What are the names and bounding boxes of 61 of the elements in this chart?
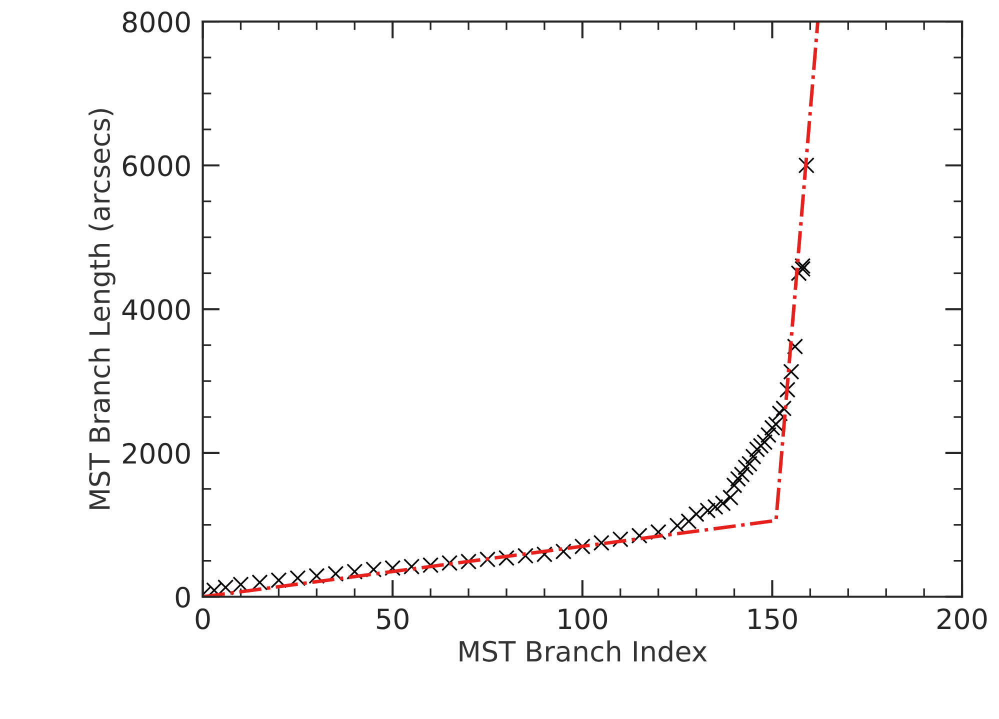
point: [498, 550, 515, 566]
point: [756, 434, 773, 450]
point: [479, 551, 496, 568]
point: [536, 546, 553, 562]
x-tick-label: 0: [196, 608, 210, 630]
y-tick-label: 0: [176, 586, 190, 608]
point: [783, 364, 800, 380]
x-tick-label: 200: [938, 608, 987, 630]
point: [669, 517, 686, 534]
point: [786, 338, 804, 355]
point: [748, 441, 766, 458]
y-tick-label: 2000: [123, 442, 190, 464]
point: [752, 438, 769, 454]
point: [730, 470, 746, 487]
y-tick-label: 8000: [122, 12, 190, 33]
point: [252, 574, 268, 591]
point: [631, 528, 648, 544]
point: [790, 265, 807, 282]
point: [775, 400, 792, 417]
point: [612, 531, 628, 548]
point: [745, 448, 762, 465]
point: [722, 489, 739, 506]
point: [700, 502, 716, 519]
point: [384, 560, 401, 576]
point: [688, 506, 704, 522]
point: [328, 566, 344, 582]
point: [346, 563, 363, 580]
y-tick-label: 4000: [122, 299, 190, 320]
x-axis-title: MST Branch Index: [460, 640, 707, 662]
point: [794, 258, 811, 274]
point: [741, 456, 758, 472]
point: [366, 561, 382, 578]
point: [798, 157, 815, 174]
point: [779, 382, 796, 398]
point: [460, 553, 477, 570]
point: [403, 558, 420, 575]
point: [714, 495, 731, 512]
point: [422, 557, 439, 574]
point: [680, 513, 697, 530]
x-tick-label: 150: [748, 608, 797, 630]
point: [794, 260, 811, 278]
x-tick-label: 50: [377, 608, 408, 630]
y-tick-label: 6000: [122, 155, 190, 176]
x-tick-label: 100: [558, 608, 608, 630]
point: [760, 426, 777, 444]
point: [738, 459, 754, 476]
point: [270, 572, 287, 588]
point: [555, 543, 572, 560]
point: [650, 524, 666, 540]
point: [290, 570, 306, 586]
point: [734, 466, 750, 483]
point: [726, 477, 742, 494]
point: [574, 538, 591, 555]
point: [764, 420, 780, 436]
point: [441, 554, 458, 572]
point: [517, 548, 534, 564]
point: [707, 498, 724, 516]
point: [593, 534, 610, 551]
point: [768, 416, 784, 432]
y-axis-title: MST Branch Length (arcsecs): [88, 109, 116, 509]
point: [308, 568, 325, 584]
